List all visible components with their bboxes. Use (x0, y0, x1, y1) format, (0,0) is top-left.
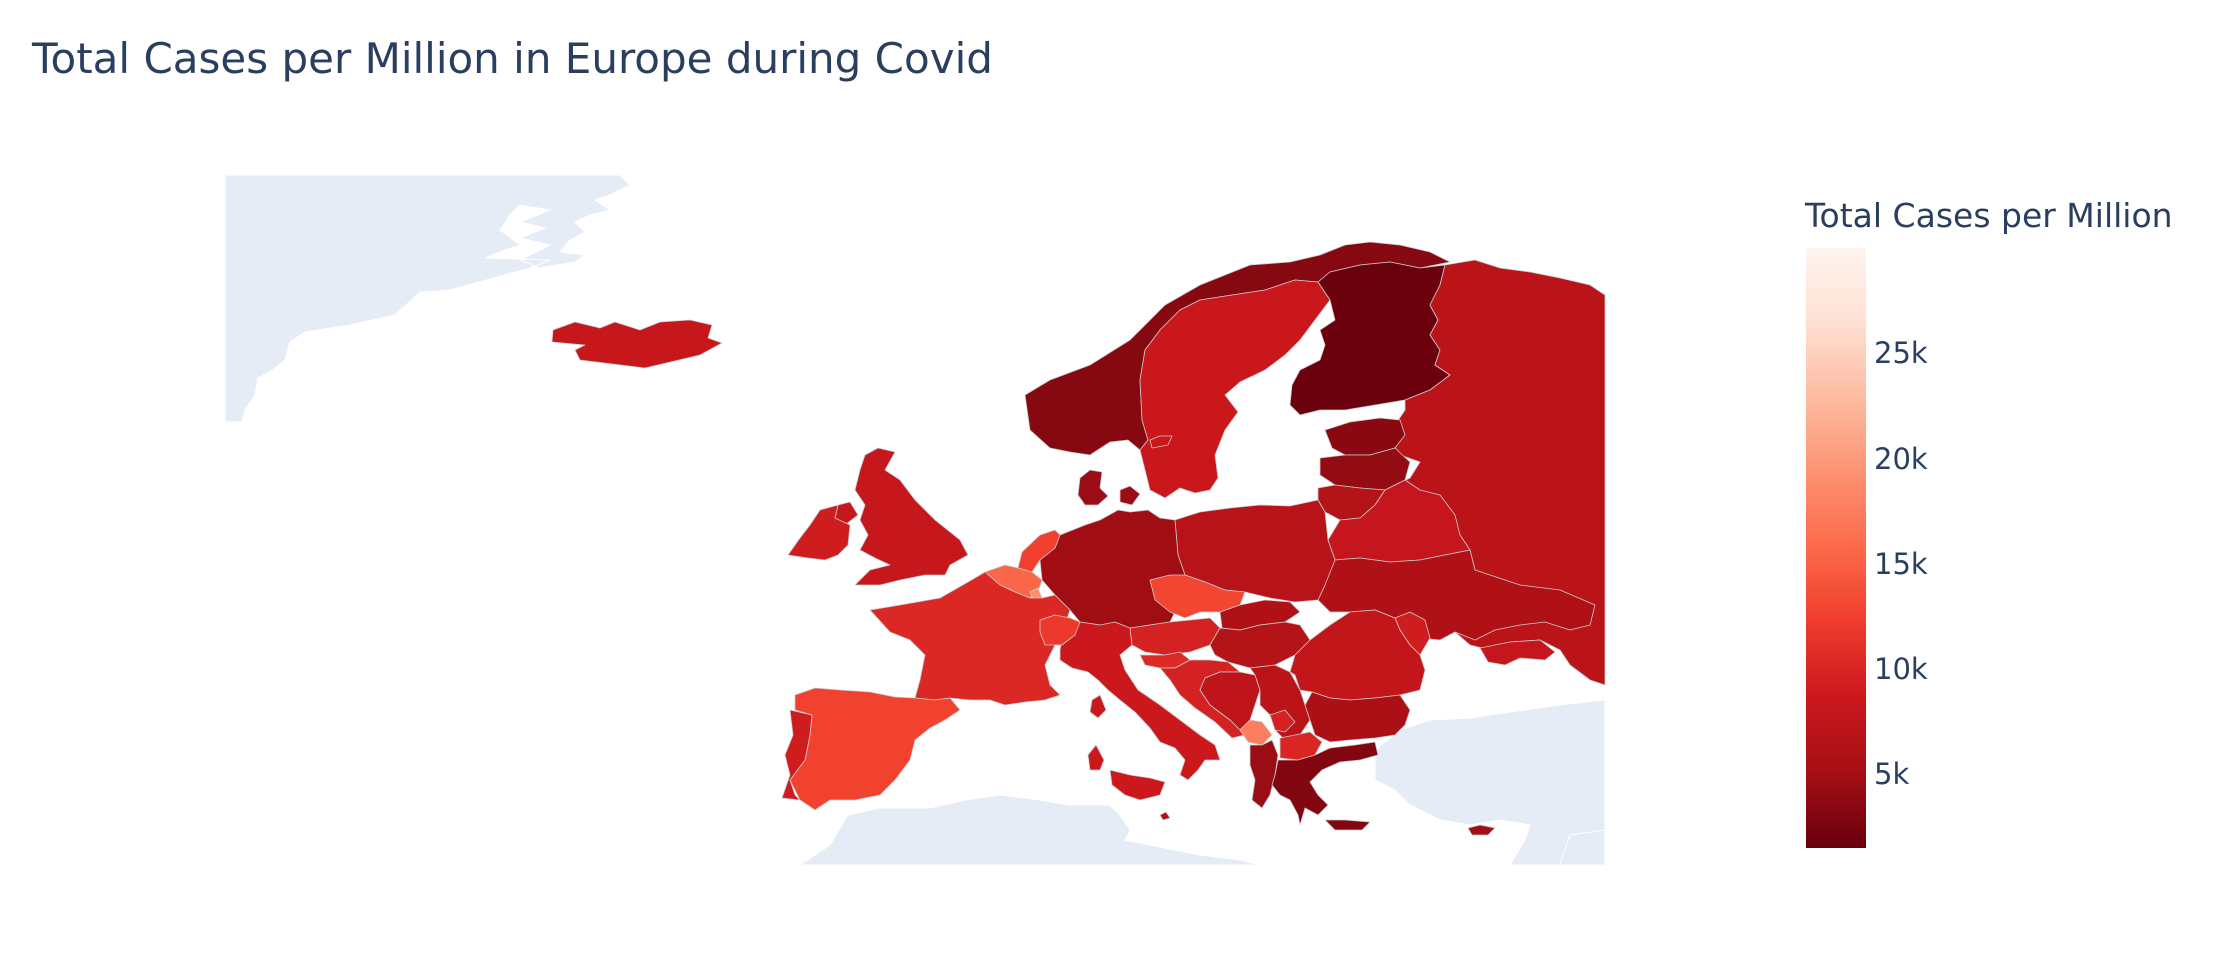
country-albania[interactable] (1249, 739, 1279, 809)
country-portugal[interactable] (781, 709, 813, 801)
turkey-landmass (1374, 699, 1605, 865)
country-germany[interactable] (1039, 509, 1186, 629)
country-montenegro[interactable] (1239, 719, 1273, 746)
country-sweden[interactable] (1139, 279, 1331, 499)
colorbar-title: Total Cases per Million (1805, 196, 2173, 235)
countries-layer[interactable] (551, 241, 1606, 836)
country-cyprus[interactable] (1467, 824, 1496, 836)
country-estonia[interactable] (1324, 417, 1406, 456)
country-denmark[interactable] (1077, 469, 1141, 506)
country-netherlands[interactable] (1017, 529, 1061, 573)
country-bulgaria[interactable] (1304, 691, 1411, 743)
country-greece[interactable] (1271, 741, 1379, 831)
colorbar-tick-label: 20k (1874, 441, 1928, 476)
country-france[interactable] (869, 571, 1071, 706)
country-kosovo[interactable] (1269, 709, 1296, 733)
levant-landmass (1559, 829, 1605, 865)
colorbar-tick-label: 5k (1874, 757, 1910, 792)
north-africa-landmass (799, 794, 1261, 865)
colorbar (1806, 248, 1866, 848)
country-switzerland[interactable] (1039, 614, 1081, 646)
country-bosnia-and-herzegovina[interactable] (1199, 671, 1261, 731)
chart-title: Total Cases per Million in Europe during… (32, 34, 993, 83)
colorbar-tick-label: 10k (1874, 652, 1928, 687)
country-ireland[interactable] (787, 504, 851, 561)
country-malta[interactable] (1159, 811, 1171, 821)
country-georgia[interactable] (1479, 639, 1556, 666)
country-romania[interactable] (1289, 609, 1426, 701)
colorbar-tick-label: 25k (1874, 336, 1928, 371)
colorbar-tick-label: 15k (1874, 546, 1928, 581)
country-iceland[interactable] (551, 319, 723, 369)
country-italy[interactable] (1059, 621, 1221, 801)
map-frame (225, 175, 1605, 865)
greenland-landmass (225, 175, 631, 423)
country-north-macedonia[interactable] (1279, 731, 1323, 761)
country-spain[interactable] (789, 687, 961, 811)
country-united-kingdom[interactable] (834, 447, 969, 586)
colorbar-gradient (1806, 248, 1866, 848)
